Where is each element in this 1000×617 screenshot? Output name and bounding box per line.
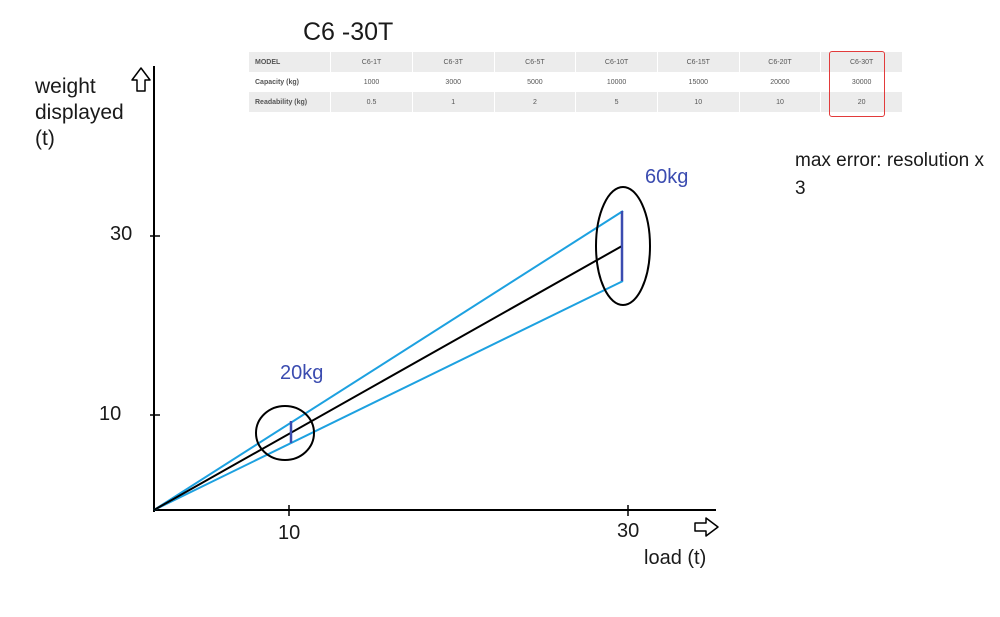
table-cell: 15000	[657, 72, 740, 92]
table-header-cell: MODEL	[249, 52, 332, 72]
lower-error-line	[153, 280, 624, 511]
tolerance-label-20kg: 20kg	[280, 362, 324, 384]
y-tick-label: 30	[110, 223, 133, 245]
table-row: Capacity (kg) 1000 3000 5000 10000 15000…	[249, 72, 903, 92]
table-row-label: Capacity (kg)	[249, 72, 332, 92]
table-cell: 10000	[575, 72, 658, 92]
table-cell: 20	[820, 92, 903, 112]
highlight-box	[829, 51, 885, 117]
outline-right-arrow-icon	[694, 517, 719, 537]
table-row-label: Readability (kg)	[249, 92, 332, 112]
table-cell: 5	[575, 92, 658, 112]
table-cell: 5000	[494, 72, 577, 92]
x-axis-label-text: load	[644, 547, 682, 569]
table-cell: 1	[412, 92, 495, 112]
table-header-cell: C6-20T	[739, 52, 822, 72]
y-axis-label: weight displayed (t)	[35, 75, 124, 150]
table-cell: 10	[739, 92, 822, 112]
max-error-note: max error: resolution x 3	[795, 150, 985, 199]
table-cell: 0.5	[330, 92, 413, 112]
table-header-cell: C6-15T	[657, 52, 740, 72]
circle-30t	[595, 186, 651, 306]
table-header-cell: C6-1T	[330, 52, 413, 72]
ideal-line	[153, 245, 623, 511]
table-cell: 3000	[412, 72, 495, 92]
diagram-title: C6 -30T	[303, 18, 394, 46]
table-header-cell: C6-3T	[412, 52, 495, 72]
table-cell: 20000	[739, 72, 822, 92]
table-cell: 2	[494, 92, 577, 112]
circle-10t	[255, 405, 315, 461]
x-tick-label: 10	[278, 522, 301, 544]
table-header-cell: C6-30T	[820, 52, 903, 72]
table-header-cell: C6-5T	[494, 52, 577, 72]
x-axis-unit: (t)	[687, 547, 707, 569]
upper-error-line	[153, 210, 624, 511]
table-header-cell: C6-10T	[575, 52, 658, 72]
table-cell: 30000	[820, 72, 903, 92]
x-axis-label: load (t)	[644, 547, 706, 570]
table-row: Readability (kg) 0.5 1 2 5 10 10 20	[249, 92, 903, 112]
y-tick-label: 10	[99, 403, 122, 425]
tolerance-label-60kg: 60kg	[645, 166, 689, 188]
outline-up-arrow-icon	[131, 67, 151, 92]
table-cell: 10	[657, 92, 740, 112]
spec-table: MODEL C6-1T C6-3T C6-5T C6-10T C6-15T C6…	[249, 52, 903, 112]
table-header-row: MODEL C6-1T C6-3T C6-5T C6-10T C6-15T C6…	[249, 52, 903, 72]
table-cell: 1000	[330, 72, 413, 92]
x-tick-label: 30	[617, 520, 640, 542]
